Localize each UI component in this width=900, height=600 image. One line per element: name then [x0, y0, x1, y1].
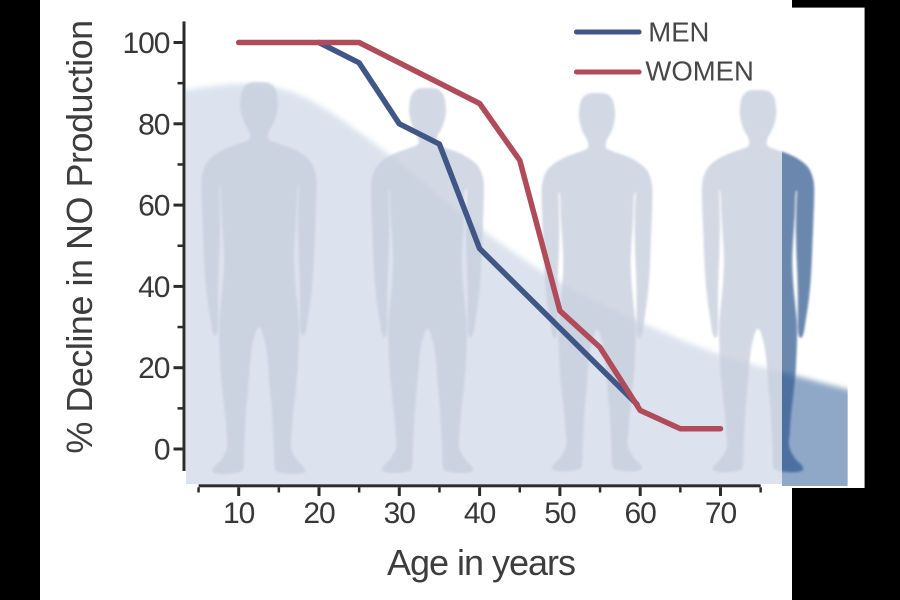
- svg-text:10: 10: [223, 497, 255, 530]
- svg-text:MEN: MEN: [648, 16, 709, 47]
- svg-text:20: 20: [303, 497, 335, 530]
- svg-text:40: 40: [138, 271, 170, 304]
- svg-text:40: 40: [464, 497, 496, 530]
- svg-text:WOMEN: WOMEN: [645, 55, 753, 86]
- svg-text:20: 20: [138, 352, 170, 385]
- svg-text:50: 50: [544, 497, 576, 530]
- svg-text:80: 80: [138, 108, 170, 141]
- svg-text:30: 30: [384, 497, 416, 530]
- svg-text:100: 100: [122, 27, 169, 60]
- svg-text:% Decline in NO Production: % Decline in NO Production: [59, 20, 100, 453]
- svg-text:Age in years: Age in years: [387, 542, 575, 583]
- svg-text:0: 0: [154, 434, 170, 467]
- svg-text:60: 60: [138, 190, 170, 223]
- svg-text:60: 60: [625, 497, 657, 530]
- svg-text:70: 70: [705, 497, 737, 530]
